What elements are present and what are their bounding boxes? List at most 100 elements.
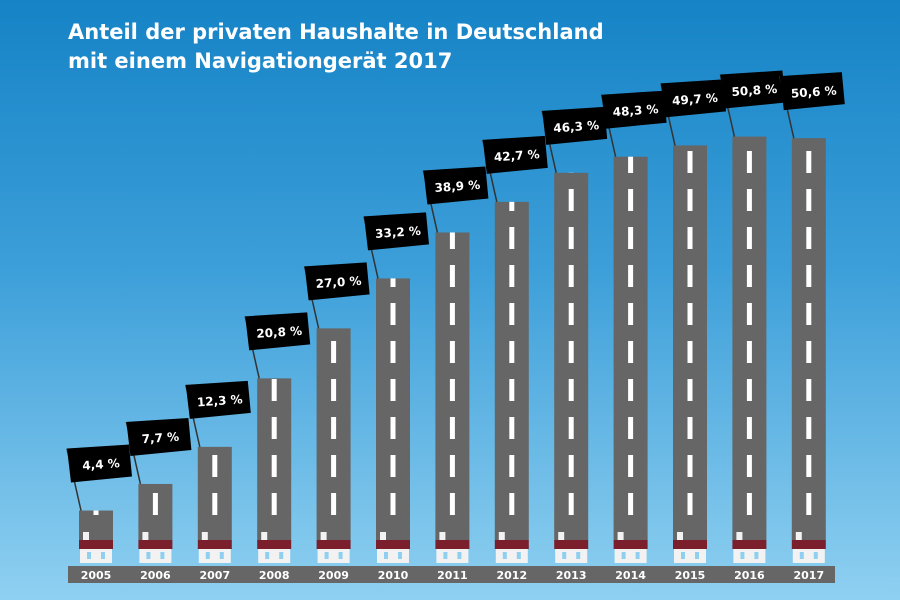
lane-marking	[331, 379, 337, 401]
lane-marking	[390, 303, 396, 325]
house-roof	[435, 540, 470, 549]
lane-marking	[271, 417, 277, 439]
lane-marking	[746, 189, 752, 211]
data-label: 7,7 %	[141, 430, 179, 447]
lane-marking	[449, 232, 455, 249]
x-tick-label: 2011	[437, 569, 468, 582]
lane-marking	[806, 493, 812, 515]
lane-marking	[806, 303, 812, 325]
flag	[661, 79, 726, 118]
bar-group: 20,8 % 2008	[244, 312, 311, 582]
house-roof	[613, 540, 648, 549]
lane-marking	[687, 493, 693, 515]
house-window	[265, 552, 270, 559]
house-roof	[673, 540, 707, 549]
house-window	[502, 552, 507, 559]
house	[614, 549, 647, 563]
lane-marking	[509, 303, 515, 325]
year-band	[68, 566, 835, 583]
x-tick-label: 2010	[378, 569, 409, 582]
lane-marking	[509, 379, 515, 401]
house-window	[443, 552, 448, 559]
lane-marking	[331, 493, 337, 515]
lane-marking	[628, 189, 634, 211]
flag	[304, 262, 370, 301]
house	[436, 549, 469, 563]
house-roof	[197, 540, 232, 549]
lane-marking	[806, 455, 812, 477]
lane-marking	[806, 341, 812, 363]
house-roof	[316, 540, 351, 549]
house-window	[695, 552, 699, 559]
flag	[482, 135, 548, 174]
bar-group: 38,9 % 2011	[422, 166, 489, 582]
lane-marking	[746, 379, 752, 401]
lane-marking	[687, 227, 693, 249]
x-tick-label: 2014	[615, 569, 646, 582]
lane-marking	[687, 341, 693, 363]
lane-marking	[509, 417, 515, 439]
lane-marking	[628, 493, 634, 515]
bar	[494, 201, 529, 540]
lane-marking	[93, 510, 99, 515]
lane-marking	[509, 265, 515, 287]
house-roof	[376, 540, 410, 549]
lane-marking	[390, 341, 396, 363]
house-window	[146, 552, 151, 559]
chimney	[677, 532, 683, 542]
lane-marking	[331, 341, 337, 363]
lane-marking	[509, 455, 515, 477]
lane-marking	[628, 227, 634, 249]
lane-marking	[687, 151, 693, 173]
lane-marking	[509, 493, 515, 515]
lane-marking	[390, 455, 396, 477]
bar-group: 27,0 % 2009	[303, 262, 370, 582]
data-label: 50,6 %	[790, 84, 837, 101]
lane-marking	[806, 151, 812, 173]
lane-marking	[390, 278, 396, 287]
data-label: 33,2 %	[375, 224, 422, 241]
lane-marking	[806, 189, 812, 211]
house	[198, 549, 231, 563]
title-line-2: mit einem Navigationgerät 2017	[68, 49, 453, 73]
bar-group: 7,7 % 2006	[125, 417, 192, 582]
lane-marking	[806, 417, 812, 439]
house-window	[576, 552, 581, 559]
house-window	[398, 552, 402, 559]
chimney	[558, 532, 565, 542]
house	[733, 549, 766, 563]
lane-marking	[806, 265, 812, 287]
lane-marking	[331, 417, 337, 439]
chimney	[795, 532, 802, 542]
data-label: 49,7 %	[672, 91, 719, 108]
flag	[720, 70, 786, 109]
house-roof	[732, 540, 767, 549]
lane-marking	[568, 417, 574, 439]
bar-group: 42,7 % 2012	[482, 135, 548, 582]
lane-marking	[746, 493, 752, 515]
house	[674, 549, 706, 563]
flag	[779, 72, 845, 111]
lane-marking	[568, 493, 574, 515]
house-window	[279, 552, 284, 559]
lane-marking	[449, 379, 455, 401]
lane-marking	[628, 265, 634, 287]
lane-marking	[449, 455, 455, 477]
lane-marking	[568, 227, 574, 249]
house-roof	[79, 540, 113, 549]
lane-marking	[212, 493, 218, 515]
x-tick-label: 2015	[675, 569, 706, 582]
data-label: 27,0 %	[315, 274, 362, 291]
lane-marking	[271, 493, 277, 515]
house-roof	[494, 540, 529, 549]
house	[555, 549, 588, 563]
lane-marking	[390, 417, 396, 439]
x-tick-label: 2007	[199, 569, 230, 582]
lane-marking	[746, 417, 752, 439]
lane-marking	[746, 227, 752, 249]
lane-marking	[449, 303, 455, 325]
chimney	[320, 532, 327, 542]
flag	[185, 380, 251, 419]
data-label: 20,8 %	[256, 324, 303, 341]
chimney	[142, 532, 149, 542]
